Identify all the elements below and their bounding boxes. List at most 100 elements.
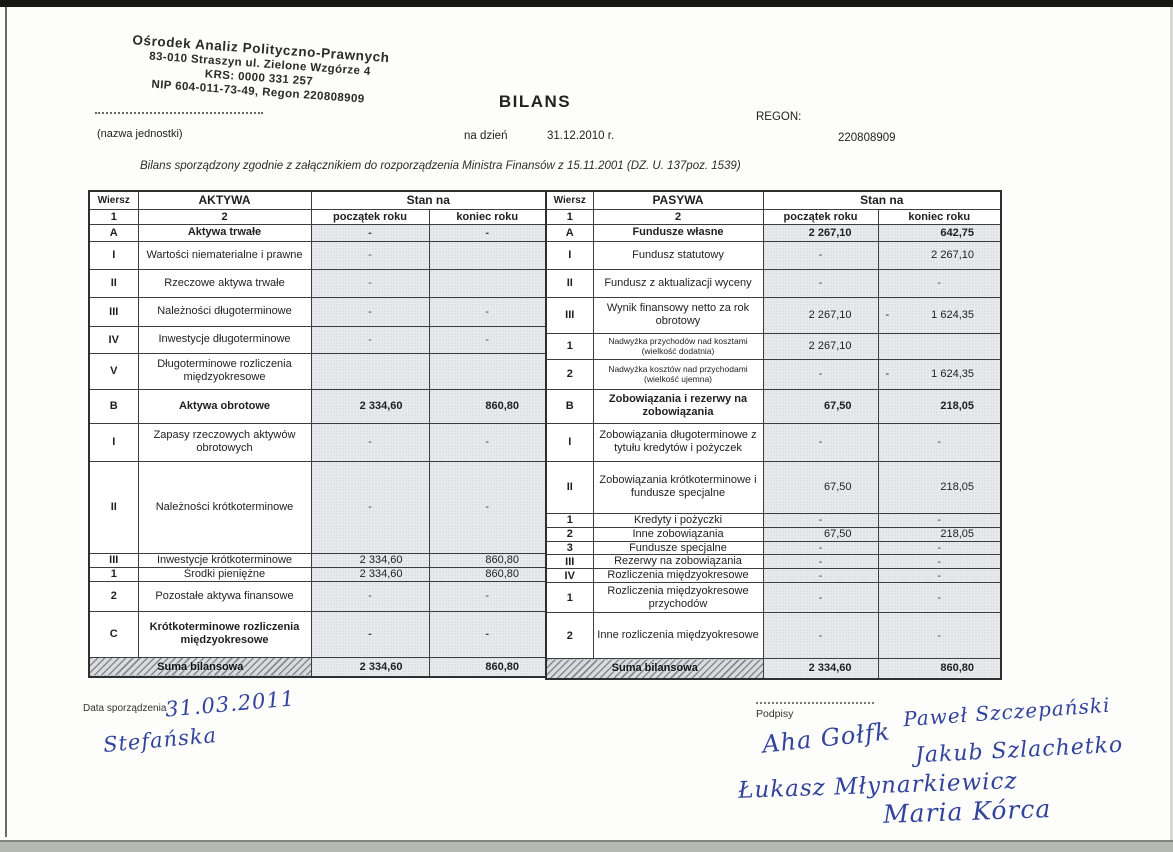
as-of-label: na dzień [464,130,508,142]
pasywa-row: 1 Nadwyżka przychodów nad kosztami (wielk… [545,332,1002,360]
scan-edge-right [1170,7,1173,840]
pasywa-value-suma-start: 2 334,60 [762,658,879,680]
aktywa-table: Wiersz AKTYWA Stan na 1 2 początek roku … [88,190,547,678]
pasywa-row-number: I [545,422,594,462]
aktywa-value-end [428,268,547,298]
pasywa-header-stan-na: Stan na [762,190,1002,210]
negative-sign: - [885,368,890,380]
pasywa-row-label: Fundusze własne [592,223,764,242]
aktywa-subheader-2: 2 [137,208,312,225]
pasywa-row: 2 Nadwyżka kosztów nad przychodami (wielk… [545,358,1002,390]
pasywa-row: 3 Fundusze specjalne - - [545,540,1002,556]
pasywa-value-start: - [762,554,879,570]
regon-value: 220808909 [838,132,896,144]
pasywa-row-number: I [545,240,594,270]
pasywa-subheader-row: 1 2 początek roku koniec roku [545,208,1002,225]
aktywa-value-start: - [310,296,430,327]
pasywa-value-end: - [877,612,1002,660]
pasywa-row-number: IV [545,568,594,584]
aktywa-row-label: Rzeczowe aktywa trwałe [137,268,312,298]
handwritten-date: 31.03.2011 [164,686,297,722]
aktywa-value-end: - [428,296,547,327]
pasywa-subheader-end: koniec roku [877,208,1002,225]
pasywa-value-start: - [762,268,879,298]
aktywa-row: I Zapasy rzeczowych aktywów obrotowych - - [88,422,547,462]
aktywa-header-title: AKTYWA [137,190,312,210]
aktywa-subheader-row: 1 2 początek roku koniec roku [88,208,547,225]
aktywa-value-end: - [428,580,547,612]
aktywa-row-number: II [88,460,139,554]
aktywa-row-label: Zapasy rzeczowych aktywów obrotowych [137,422,312,462]
aktywa-value-end: - [428,223,547,242]
aktywa-row-label: Aktywa trwałe [137,223,312,242]
aktywa-row-label: Inwestycje długoterminowe [137,325,312,354]
pasywa-row: 2 Inne zobowiązania 67,50 218,05 [545,526,1002,542]
aktywa-row-number: A [88,223,139,242]
pasywa-row-label: Nadwyżka kosztów nad przychodami (wielko… [592,358,764,390]
aktywa-row-number: V [88,352,139,390]
document-title: BILANS [498,92,572,111]
aktywa-suma-row: Suma bilansowa 2 334,60 860,80 [88,656,547,678]
pasywa-row: 1 Kredyty i pożyczki - - [545,512,1002,528]
aktywa-value-end: - [428,610,547,658]
pasywa-value-end: - [877,554,1002,570]
pasywa-row-number: 2 [545,526,594,542]
pasywa-value-end: - [877,512,1002,528]
regon-label: REGON: [756,111,802,123]
pasywa-value-end: -1 624,35 [877,358,1002,390]
pasywa-row-number: III [545,554,594,570]
pasywa-row-label: Zobowiązania krótkoterminowe i fundusze … [592,460,764,514]
aktywa-value-start: - [310,325,430,354]
pasywa-subheader-2: 2 [592,208,764,225]
aktywa-header-row: Wiersz AKTYWA Stan na [88,190,547,210]
scan-edge-bottom [0,840,1173,852]
pasywa-row: III Rezerwy na zobowiązania - - [545,554,1002,570]
aktywa-suma-label: Suma bilansowa [88,656,312,678]
pasywa-value-end: 218,05 [877,460,1002,514]
pasywa-value-suma-end: 860,80 [877,658,1002,680]
pasywa-suma-row: Suma bilansowa 2 334,60 860,80 [545,658,1002,680]
aktywa-row: II Należności krótkoterminowe - - [88,460,547,554]
aktywa-row: A Aktywa trwałe - - [88,223,547,242]
aktywa-row-label: Środki pieniężne [137,566,312,582]
aktywa-value-start: 2 334,60 [310,552,430,568]
pasywa-value-start: 67,50 [762,388,879,424]
aktywa-row-number: 2 [88,580,139,612]
aktywa-row-number: 1 [88,566,139,582]
pasywa-value-end: - [877,540,1002,556]
aktywa-row: IV Inwestycje długoterminowe - - [88,325,547,354]
signatures-label: Podpisy [756,708,794,720]
signatures-dotted-line [756,702,874,704]
aktywa-row-label: Pozostałe aktywa finansowe [137,580,312,612]
pasywa-row: II Fundusz z aktualizacji wyceny - - [545,268,1002,298]
aktywa-subheader-end: koniec roku [428,208,547,225]
pasywa-value-end: -1 624,35 [877,296,1002,334]
aktywa-row: V Długoterminowe rozliczenia międzyokreso… [88,352,547,390]
pasywa-value-end: - [877,582,1002,614]
legal-subtitle: Bilans sporządzony zgodnie z załącznikie… [140,160,741,172]
aktywa-value-start: - [310,268,430,298]
aktywa-value-suma-end: 860,80 [428,656,547,678]
pasywa-value-start: - [762,582,879,614]
pasywa-row: A Fundusze własne 2 267,10 642,75 [545,223,1002,242]
aktywa-value-start [310,352,430,390]
aktywa-header-wiersz: Wiersz [88,190,139,210]
scan-edge-left [5,7,7,837]
handwritten-name: Stefańska [102,723,218,757]
aktywa-value-start: - [310,610,430,658]
aktywa-subheader-start: początek roku [310,208,430,225]
pasywa-value-start: - [762,422,879,462]
pasywa-header-row: Wiersz PASYWA Stan na [545,190,1002,210]
pasywa-suma-label: Suma bilansowa [545,658,764,680]
aktywa-row-number: I [88,240,139,270]
pasywa-row-number: A [545,223,594,242]
pasywa-row-number: 1 [545,332,594,360]
aktywa-row-number: II [88,268,139,298]
aktywa-row-number: B [88,388,139,424]
pasywa-row: IV Rozliczenia międzyokresowe - - [545,568,1002,584]
aktywa-value-start: - [310,580,430,612]
aktywa-value-end: - [428,422,547,462]
aktywa-row: I Wartości niematerialne i prawne - [88,240,547,270]
pasywa-value-start: 2 267,10 [762,223,879,242]
pasywa-value-end: 2 267,10 [877,240,1002,270]
